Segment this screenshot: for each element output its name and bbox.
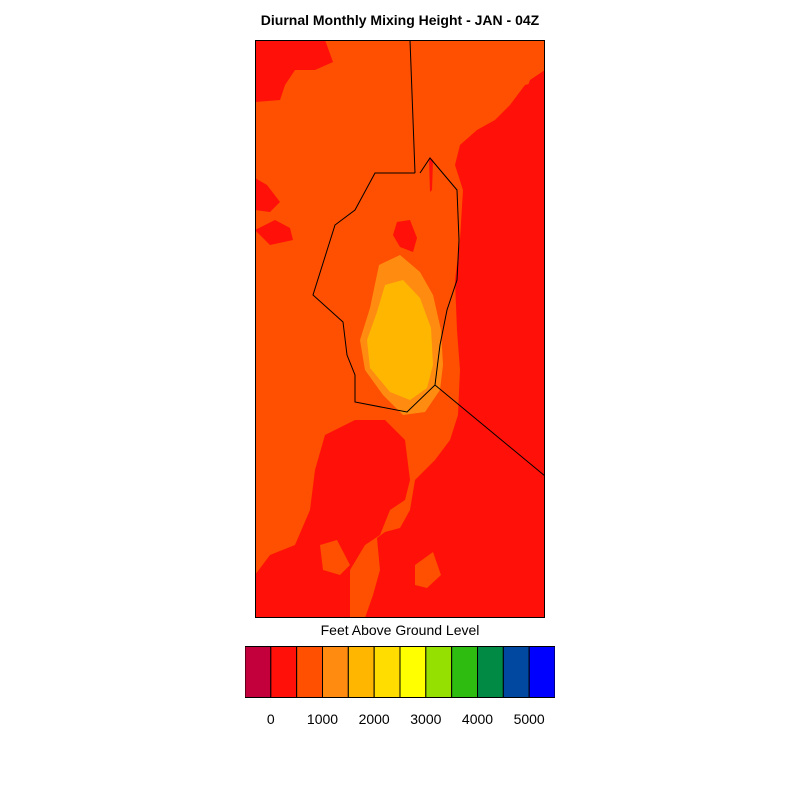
colorbar	[245, 646, 555, 698]
colorbar-tick-label: 2000	[358, 711, 390, 727]
contour-band-red-island	[393, 220, 417, 252]
colorbar-swatch	[477, 646, 504, 698]
colorbar-swatch	[425, 646, 453, 698]
contour-band-red-left-small-2	[255, 220, 293, 245]
colorbar-swatch	[296, 646, 323, 698]
colorbar-swatch	[451, 646, 478, 698]
contour-band-orange-island-bottom	[320, 540, 350, 575]
contour-band-red-right	[365, 80, 545, 618]
colorbar-swatch	[399, 646, 427, 698]
colorbar-swatch	[322, 646, 349, 698]
contour-band-red-top-left	[255, 40, 333, 102]
boundary-north	[409, 40, 416, 174]
contour-band-red-sliver	[429, 158, 433, 192]
colorbar-swatch	[528, 646, 555, 698]
colorbar-tick-label: 0	[266, 711, 275, 727]
plot-title: Diurnal Monthly Mixing Height - JAN - 04…	[260, 12, 540, 28]
contour-band-red-left-small	[255, 178, 280, 212]
legend-title: Feet Above Ground Level	[320, 622, 480, 638]
contour-band-orange-island-bottom-2	[415, 552, 441, 588]
boundary-region	[312, 157, 460, 413]
map-frame	[255, 40, 545, 618]
colorbar-swatch	[245, 646, 272, 698]
boundary-southeast	[434, 384, 545, 477]
colorbar-swatch	[347, 646, 375, 698]
boundary-lines	[312, 40, 545, 477]
colorbar-swatch	[373, 646, 401, 698]
colorbar-tick-label: 1000	[306, 711, 339, 727]
colorbar-tick-label: 5000	[513, 711, 545, 727]
contour-band-gold	[367, 280, 433, 400]
contour-map	[255, 40, 545, 618]
colorbar-swatch	[270, 646, 298, 698]
contour-band-red-bottom-left	[255, 420, 410, 618]
colorbar-tick-label: 3000	[410, 711, 442, 727]
contour-band-red-right-top	[505, 70, 545, 160]
colorbar-ticks: 0 1000 2000 3000 4000 5000	[0, 711, 800, 731]
colorbar-swatch	[502, 646, 530, 698]
colorbar-tick-label: 4000	[461, 711, 494, 727]
